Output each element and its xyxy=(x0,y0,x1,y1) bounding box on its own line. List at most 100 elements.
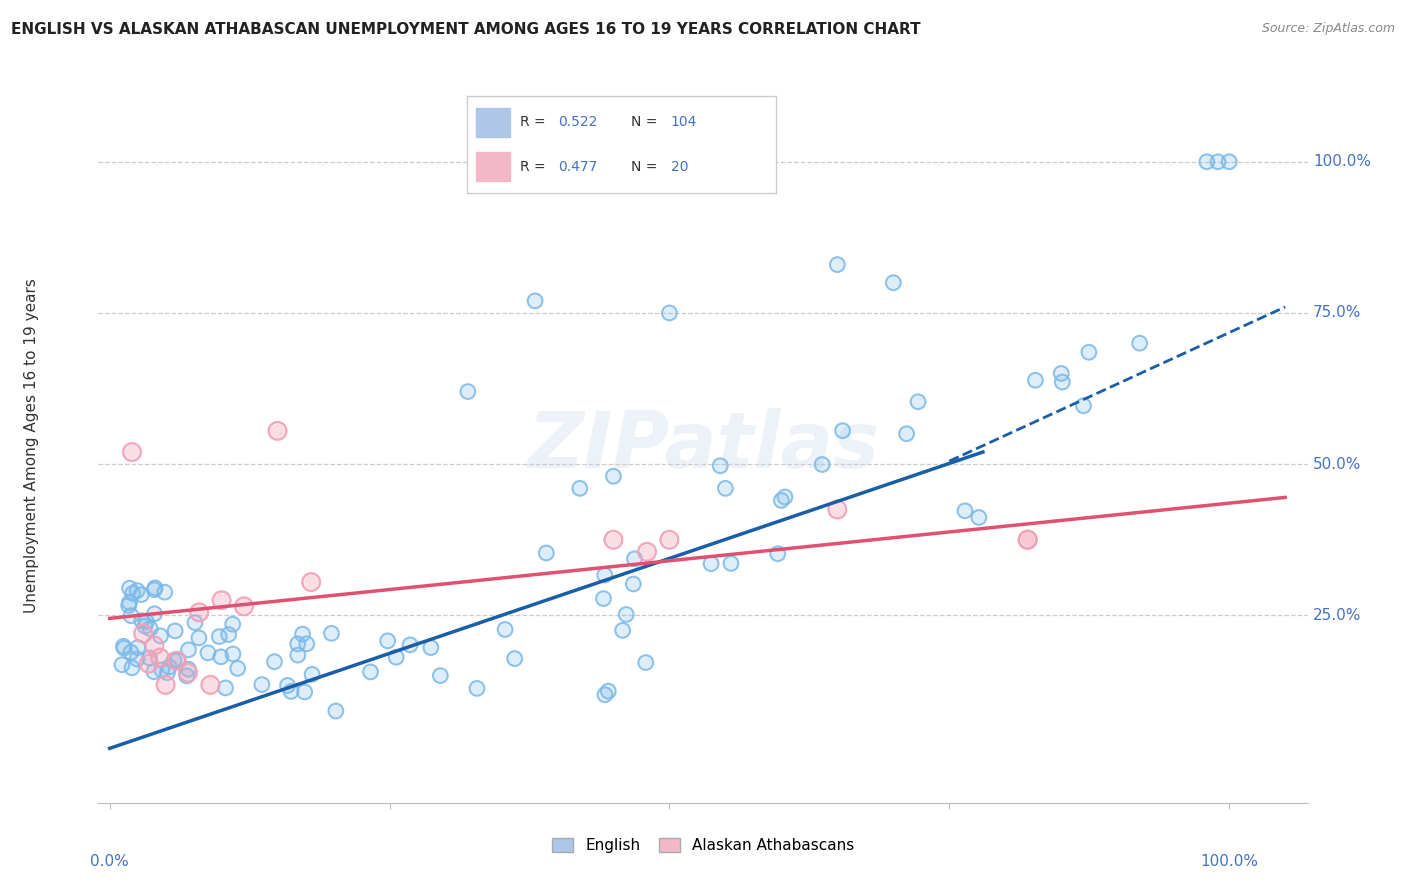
Point xyxy=(399,638,422,652)
Point xyxy=(120,645,142,659)
Point xyxy=(176,669,198,683)
Point xyxy=(266,424,288,438)
Point xyxy=(1017,533,1039,547)
Point xyxy=(602,533,624,547)
Point xyxy=(156,665,179,680)
Point xyxy=(766,547,789,561)
Point xyxy=(143,582,166,597)
Point xyxy=(177,665,200,680)
Point xyxy=(184,615,207,630)
Point xyxy=(112,640,135,654)
Point xyxy=(143,581,166,595)
Point xyxy=(143,665,166,679)
Point xyxy=(1218,154,1240,169)
Point xyxy=(457,384,479,399)
Point xyxy=(287,648,309,662)
Point xyxy=(770,493,793,508)
Point xyxy=(536,546,558,560)
Point xyxy=(121,661,143,675)
Point xyxy=(135,615,157,629)
Point xyxy=(150,663,173,677)
Point xyxy=(197,646,219,660)
Point xyxy=(1195,154,1218,169)
Point xyxy=(127,652,149,666)
Point xyxy=(658,533,681,547)
Point xyxy=(132,626,155,640)
Point xyxy=(263,655,285,669)
Point xyxy=(163,653,186,667)
Point xyxy=(503,651,526,665)
Point xyxy=(166,654,188,668)
Point xyxy=(321,626,343,640)
Point xyxy=(139,622,162,636)
Point xyxy=(280,684,302,698)
Point xyxy=(222,647,245,661)
Point xyxy=(214,681,236,695)
Point xyxy=(149,629,172,643)
Point xyxy=(593,688,616,702)
Point xyxy=(222,617,245,632)
Point xyxy=(143,607,166,621)
Point xyxy=(953,504,976,518)
Point xyxy=(138,657,160,671)
Point xyxy=(156,665,179,680)
Point xyxy=(121,445,143,459)
Point xyxy=(127,640,149,655)
Point xyxy=(222,647,245,661)
Point xyxy=(827,502,849,516)
Point xyxy=(187,631,209,645)
Point xyxy=(658,306,681,320)
Point xyxy=(131,588,153,602)
Point xyxy=(385,650,408,665)
Point xyxy=(143,581,166,595)
Point xyxy=(465,681,488,696)
Point xyxy=(166,653,188,667)
Point xyxy=(658,306,681,320)
Point xyxy=(1218,154,1240,169)
Point xyxy=(120,645,142,659)
Point xyxy=(291,627,314,641)
Point xyxy=(621,577,644,591)
Point xyxy=(773,490,796,504)
Point xyxy=(325,704,347,718)
Point xyxy=(120,608,142,623)
Point xyxy=(612,624,634,638)
Point xyxy=(209,649,232,664)
Point xyxy=(1206,154,1229,169)
Text: Source: ZipAtlas.com: Source: ZipAtlas.com xyxy=(1261,22,1395,36)
Point xyxy=(429,668,451,682)
Point xyxy=(1073,399,1095,413)
Point xyxy=(112,641,135,656)
Point xyxy=(720,557,742,571)
Point xyxy=(831,424,853,438)
Point xyxy=(214,681,236,695)
Point xyxy=(277,678,299,692)
Text: 50.0%: 50.0% xyxy=(1313,457,1361,472)
Point xyxy=(1129,336,1152,351)
Point xyxy=(131,588,153,602)
Point xyxy=(127,583,149,598)
Legend: English, Alaskan Athabascans: English, Alaskan Athabascans xyxy=(546,831,860,859)
Point xyxy=(209,649,232,664)
Point xyxy=(131,614,153,628)
Point xyxy=(602,469,624,483)
Point xyxy=(277,678,299,692)
Point xyxy=(1017,533,1039,547)
Point xyxy=(896,426,918,441)
Point xyxy=(120,608,142,623)
Point xyxy=(709,458,731,473)
Point xyxy=(720,557,742,571)
Point xyxy=(118,581,141,595)
Point xyxy=(153,585,176,599)
Point xyxy=(602,533,624,547)
Point xyxy=(896,426,918,441)
Point xyxy=(187,631,209,645)
Point xyxy=(135,615,157,629)
Point xyxy=(111,657,134,672)
Text: 25.0%: 25.0% xyxy=(1313,607,1361,623)
Point xyxy=(121,445,143,459)
Point xyxy=(831,424,853,438)
Point xyxy=(127,640,149,655)
Point xyxy=(773,490,796,504)
Point xyxy=(291,627,314,641)
